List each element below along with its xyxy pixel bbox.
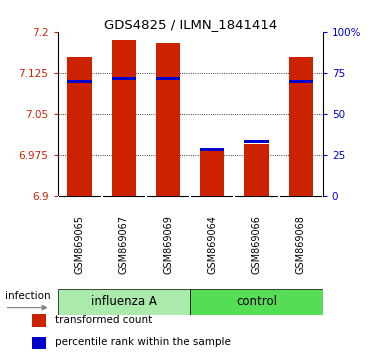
Text: infection: infection [4, 291, 50, 301]
Bar [112, 40, 136, 196]
Text: transformed count: transformed count [55, 315, 152, 325]
Bar [200, 150, 224, 196]
Bar [289, 80, 313, 83]
Bar [190, 289, 323, 315]
Bar [68, 80, 92, 83]
Bar [68, 57, 92, 196]
Title: GDS4825 / ILMN_1841414: GDS4825 / ILMN_1841414 [104, 18, 277, 31]
Text: GSM869068: GSM869068 [296, 215, 306, 274]
Bar [58, 289, 190, 315]
Text: GSM869066: GSM869066 [252, 215, 262, 274]
Bar [32, 314, 46, 327]
Bar [244, 140, 269, 143]
Bar [112, 77, 136, 80]
Bar [244, 144, 269, 196]
Bar [156, 43, 180, 196]
Bar [156, 77, 180, 80]
Text: percentile rank within the sample: percentile rank within the sample [55, 337, 231, 347]
Bar [289, 57, 313, 196]
Text: GSM869067: GSM869067 [119, 215, 129, 274]
Text: GSM869064: GSM869064 [207, 215, 217, 274]
Text: control: control [236, 295, 277, 308]
Bar [32, 337, 46, 349]
Text: influenza A: influenza A [91, 295, 157, 308]
Bar [200, 148, 224, 152]
Text: GSM869065: GSM869065 [75, 215, 85, 274]
Text: GSM869069: GSM869069 [163, 215, 173, 274]
